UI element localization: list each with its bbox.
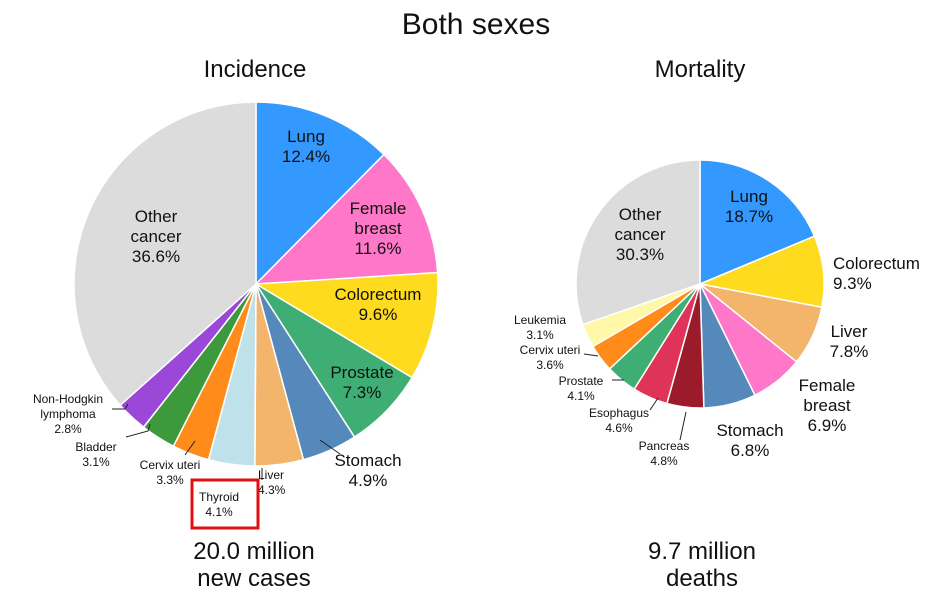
incidence-label-non-hodgkin-lymphoma: Non-Hodgkin lymphoma 2.8%: [33, 392, 103, 436]
incidence-label-female-breast: Female breast 11.6%: [350, 199, 407, 258]
incidence-leader-stomach: [319, 439, 341, 455]
incidence-total-line1: 20.0 million: [193, 538, 315, 565]
incidence-label-cervix-uteri: Cervix uteri 3.3%: [140, 458, 201, 487]
mortality-total-line1: 9.7 million: [647, 538, 757, 565]
incidence-label-prostate: Prostate 7.3%: [330, 363, 393, 402]
mortality-total-line2: deaths: [665, 565, 739, 592]
incidence-label-lung: Lung 12.4%: [282, 127, 330, 166]
mortality-label-leukemia: Leukemia 3.1%: [514, 313, 566, 342]
mortality-slice-lung: [699, 159, 816, 286]
mortality-leader-esophagus: [649, 397, 659, 411]
mortality-title: Mortality: [654, 56, 746, 83]
incidence-label-other-cancer: Other cancer 36.6%: [130, 207, 181, 266]
mortality-label-stomach: Stomach 6.8%: [716, 421, 783, 460]
mortality-label-lung: Lung 18.7%: [725, 187, 773, 226]
mortality-total: 9.7 million deaths: [572, 538, 832, 592]
mortality-label-pancreas: Pancreas 4.8%: [639, 439, 690, 468]
incidence-slice-lung: [255, 101, 385, 286]
chart-title: Both sexes: [401, 8, 551, 41]
mortality-label-cervix-uteri: Cervix uteri 3.6%: [520, 343, 581, 372]
incidence-title: Incidence: [203, 56, 307, 83]
incidence-label-liver: Liver 4.3%: [258, 468, 286, 497]
incidence-slice-colorectum: [253, 271, 439, 379]
incidence-total: 20.0 million new cases: [124, 538, 384, 592]
mortality-leader-cervix-uteri: [583, 353, 599, 357]
incidence-pie: [73, 101, 439, 467]
incidence-label-thyroid: Thyroid 4.1%: [199, 490, 239, 519]
mortality-label-colorectum: Colorectum 9.3%: [833, 254, 920, 293]
mortality-label-prostate: Prostate 4.1%: [559, 374, 604, 403]
incidence-slice-other-cancer: [73, 101, 257, 407]
slice-labels: Lung 12.4% Female breast 11.6% Colorectum 9.6%…: [33, 127, 920, 530]
incidence-label-bladder: Bladder 3.1%: [75, 440, 116, 469]
mortality-pie: [575, 159, 825, 409]
mortality-label-female-breast: Female breast 6.9%: [799, 376, 856, 435]
incidence-label-stomach: Stomach 4.9%: [334, 451, 401, 490]
mortality-label-esophagus: Esophagus 4.6%: [589, 406, 649, 435]
mortality-slice-other-cancer: [575, 159, 701, 326]
mortality-label-other-cancer: Other cancer 30.3%: [614, 205, 665, 264]
incidence-slice-female-breast: [254, 153, 439, 285]
incidence-total-line2: new cases: [197, 565, 311, 592]
incidence-leader-bladder: [125, 423, 151, 438]
mortality-label-liver: Liver 7.8%: [830, 322, 869, 361]
mortality-leader-pancreas: [679, 411, 687, 441]
incidence-leader-non-hodgkin-lymphoma: [112, 403, 129, 410]
incidence-label-colorectum: Colorectum 9.6%: [335, 285, 422, 324]
thyroid-highlight-box: [190, 478, 260, 530]
incidence-leader-cervix-uteri: [184, 440, 196, 456]
